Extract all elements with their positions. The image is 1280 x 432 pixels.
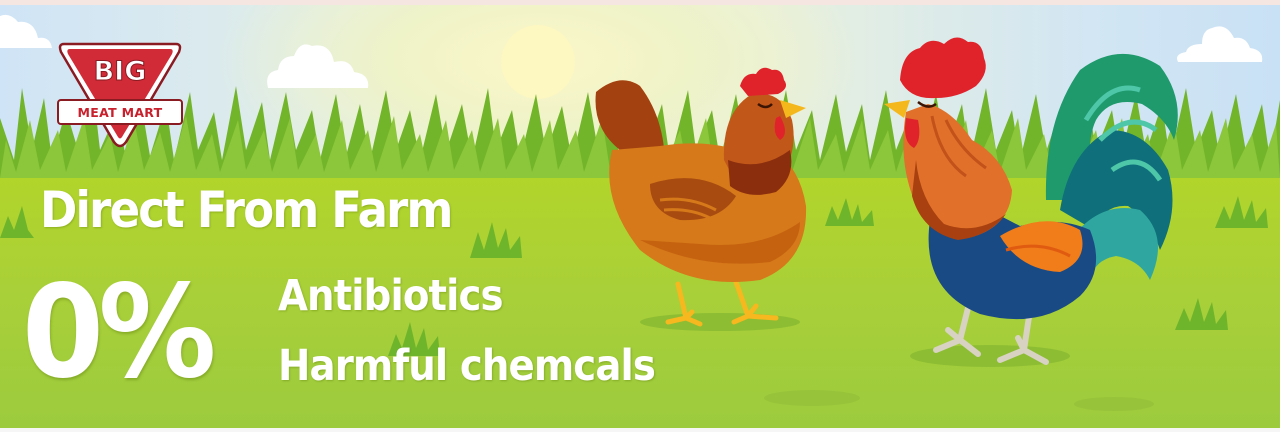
cloud-icon	[1177, 26, 1263, 62]
logo-shield-icon	[57, 42, 183, 148]
grass-tuft	[0, 196, 1268, 356]
logo-big-text: BIG	[93, 56, 147, 88]
sun-icon	[501, 25, 575, 99]
headline: Direct From Farm	[40, 181, 453, 239]
shadow	[764, 390, 860, 406]
rooster-illustration	[884, 37, 1178, 365]
logo-meat-mart-text: MEAT MART	[77, 105, 163, 120]
zero-percent: 0%	[22, 258, 216, 407]
claim-antibiotics: Antibiotics	[278, 271, 504, 321]
big-meat-mart-logo: BIG MEAT MART	[56, 38, 184, 150]
bottom-strip	[0, 428, 1280, 432]
cloud-icon	[267, 44, 369, 88]
hen-illustration	[595, 67, 807, 327]
shadow	[1074, 397, 1154, 411]
cloud-icon	[0, 14, 52, 48]
top-strip	[0, 0, 1280, 5]
claim-harmful-chemicals: Harmful chemcals	[278, 341, 656, 391]
